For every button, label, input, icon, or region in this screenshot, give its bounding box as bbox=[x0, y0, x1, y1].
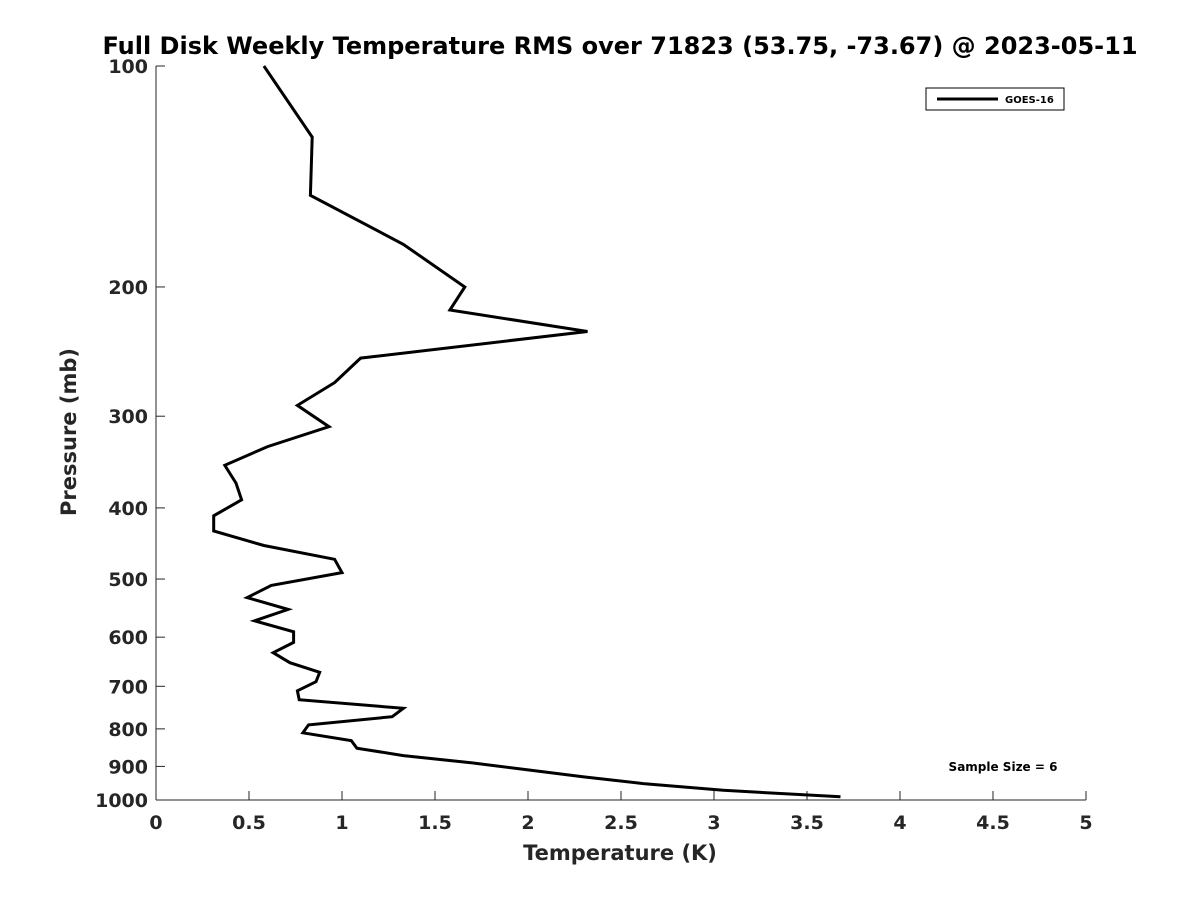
y-tick-label: 200 bbox=[108, 277, 148, 299]
y-axis-ticks: 100 200 300 400 500 600 700 800 900 1000 bbox=[95, 56, 165, 812]
x-axis-label: Temperature (K) bbox=[523, 841, 717, 865]
x-tick-label: 3.5 bbox=[790, 812, 824, 834]
x-tick-label: 1.5 bbox=[418, 812, 452, 834]
y-tick-label: 100 bbox=[108, 56, 148, 78]
x-axis-ticks: 0 0.5 1 1.5 2 2.5 3 3.5 4 4.5 5 bbox=[149, 791, 1093, 834]
x-tick-label: 0 bbox=[149, 812, 162, 834]
y-tick-label: 800 bbox=[108, 719, 148, 741]
x-tick-label: 5 bbox=[1079, 812, 1092, 834]
chart-title: Full Disk Weekly Temperature RMS over 71… bbox=[102, 32, 1137, 60]
x-tick-label: 3 bbox=[707, 812, 720, 834]
legend: GOES-16 bbox=[925, 87, 1065, 111]
x-tick-label: 2 bbox=[521, 812, 534, 834]
x-tick-label: 2.5 bbox=[604, 812, 638, 834]
y-axis-label: Pressure (mb) bbox=[57, 348, 81, 516]
legend-entry-goes-16: GOES-16 bbox=[1005, 95, 1054, 106]
y-tick-label: 600 bbox=[108, 627, 148, 649]
series-group bbox=[212, 65, 841, 799]
x-tick-label: 0.5 bbox=[232, 812, 266, 834]
x-tick-label: 4.5 bbox=[976, 812, 1010, 834]
y-tick-label: 900 bbox=[108, 756, 148, 778]
y-tick-label: 500 bbox=[108, 569, 148, 591]
y-tick-label: 1000 bbox=[95, 790, 148, 812]
y-tick-label: 700 bbox=[108, 676, 148, 698]
axes-frame bbox=[155, 66, 1086, 801]
series-line-goes-16 bbox=[212, 65, 841, 799]
y-tick-label: 300 bbox=[108, 406, 148, 428]
x-tick-label: 1 bbox=[335, 812, 348, 834]
y-tick-label: 400 bbox=[108, 498, 148, 520]
sample-size-annotation: Sample Size = 6 bbox=[949, 760, 1058, 774]
x-tick-label: 4 bbox=[893, 812, 906, 834]
